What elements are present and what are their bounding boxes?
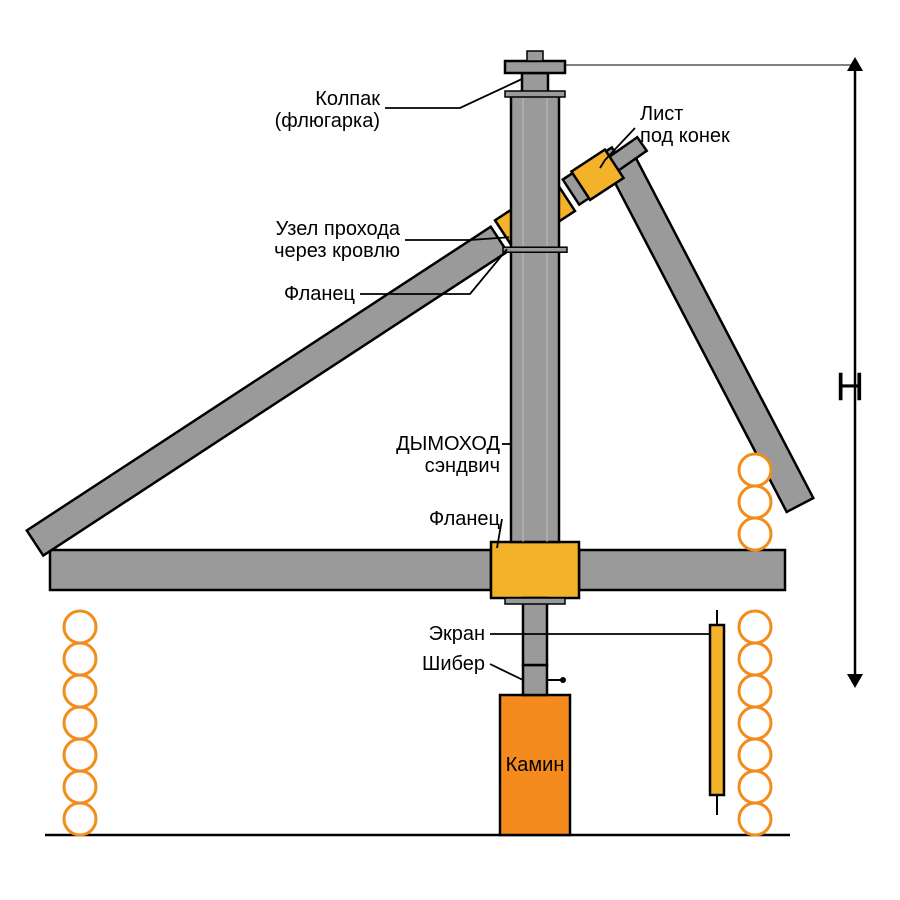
label-text: Узел прохода bbox=[276, 218, 401, 240]
log-right-upper bbox=[739, 518, 771, 550]
damper-pipe bbox=[523, 665, 547, 695]
log-right-lower bbox=[739, 803, 771, 835]
roof-left-a bbox=[27, 227, 507, 556]
log-right-lower bbox=[739, 643, 771, 675]
label-text: Колпак bbox=[315, 88, 380, 110]
leader-line bbox=[385, 79, 522, 108]
cap-plate bbox=[505, 61, 565, 73]
log-right-lower bbox=[739, 675, 771, 707]
log-right-lower bbox=[739, 739, 771, 771]
log-left-lower bbox=[64, 611, 96, 643]
log-right-lower bbox=[739, 771, 771, 803]
floor-flange bbox=[491, 542, 579, 598]
label-text: Шибер bbox=[422, 653, 485, 675]
label-text: Экран bbox=[429, 623, 485, 645]
height-arrow-top bbox=[847, 57, 863, 71]
log-left-lower bbox=[64, 771, 96, 803]
damper-knob bbox=[560, 677, 566, 683]
label-text: через кровлю bbox=[274, 240, 400, 262]
roof-right bbox=[607, 153, 814, 512]
label-text: ДЫМОХОД bbox=[396, 433, 500, 455]
floor-slab-right bbox=[579, 550, 785, 590]
label-text: Лист bbox=[640, 103, 683, 125]
collar-bottom bbox=[505, 598, 565, 604]
label-text: сэндвич bbox=[425, 455, 500, 477]
fireplace-label: Камин bbox=[506, 754, 565, 776]
height-arrow-bot bbox=[847, 674, 863, 688]
leader-line bbox=[490, 664, 523, 680]
label-text: под конек bbox=[640, 125, 730, 147]
height-label: H bbox=[836, 365, 865, 409]
log-right-lower bbox=[739, 707, 771, 739]
log-left-lower bbox=[64, 803, 96, 835]
roof-flange-plate bbox=[503, 247, 567, 252]
cap-top bbox=[527, 51, 543, 61]
chimney-outer bbox=[511, 95, 559, 542]
log-right-upper bbox=[739, 454, 771, 486]
log-right-lower bbox=[739, 611, 771, 643]
floor-slab-left bbox=[50, 550, 491, 590]
log-left-lower bbox=[64, 739, 96, 771]
label-text: Фланец bbox=[429, 508, 500, 530]
collar-top bbox=[505, 91, 565, 97]
label-text: Фланец bbox=[284, 283, 355, 305]
log-left-lower bbox=[64, 643, 96, 675]
log-left-lower bbox=[64, 675, 96, 707]
label-text: (флюгарка) bbox=[275, 110, 380, 132]
log-right-upper bbox=[739, 486, 771, 518]
screen bbox=[710, 625, 724, 795]
pipe-lower bbox=[523, 598, 547, 665]
log-left-lower bbox=[64, 707, 96, 739]
